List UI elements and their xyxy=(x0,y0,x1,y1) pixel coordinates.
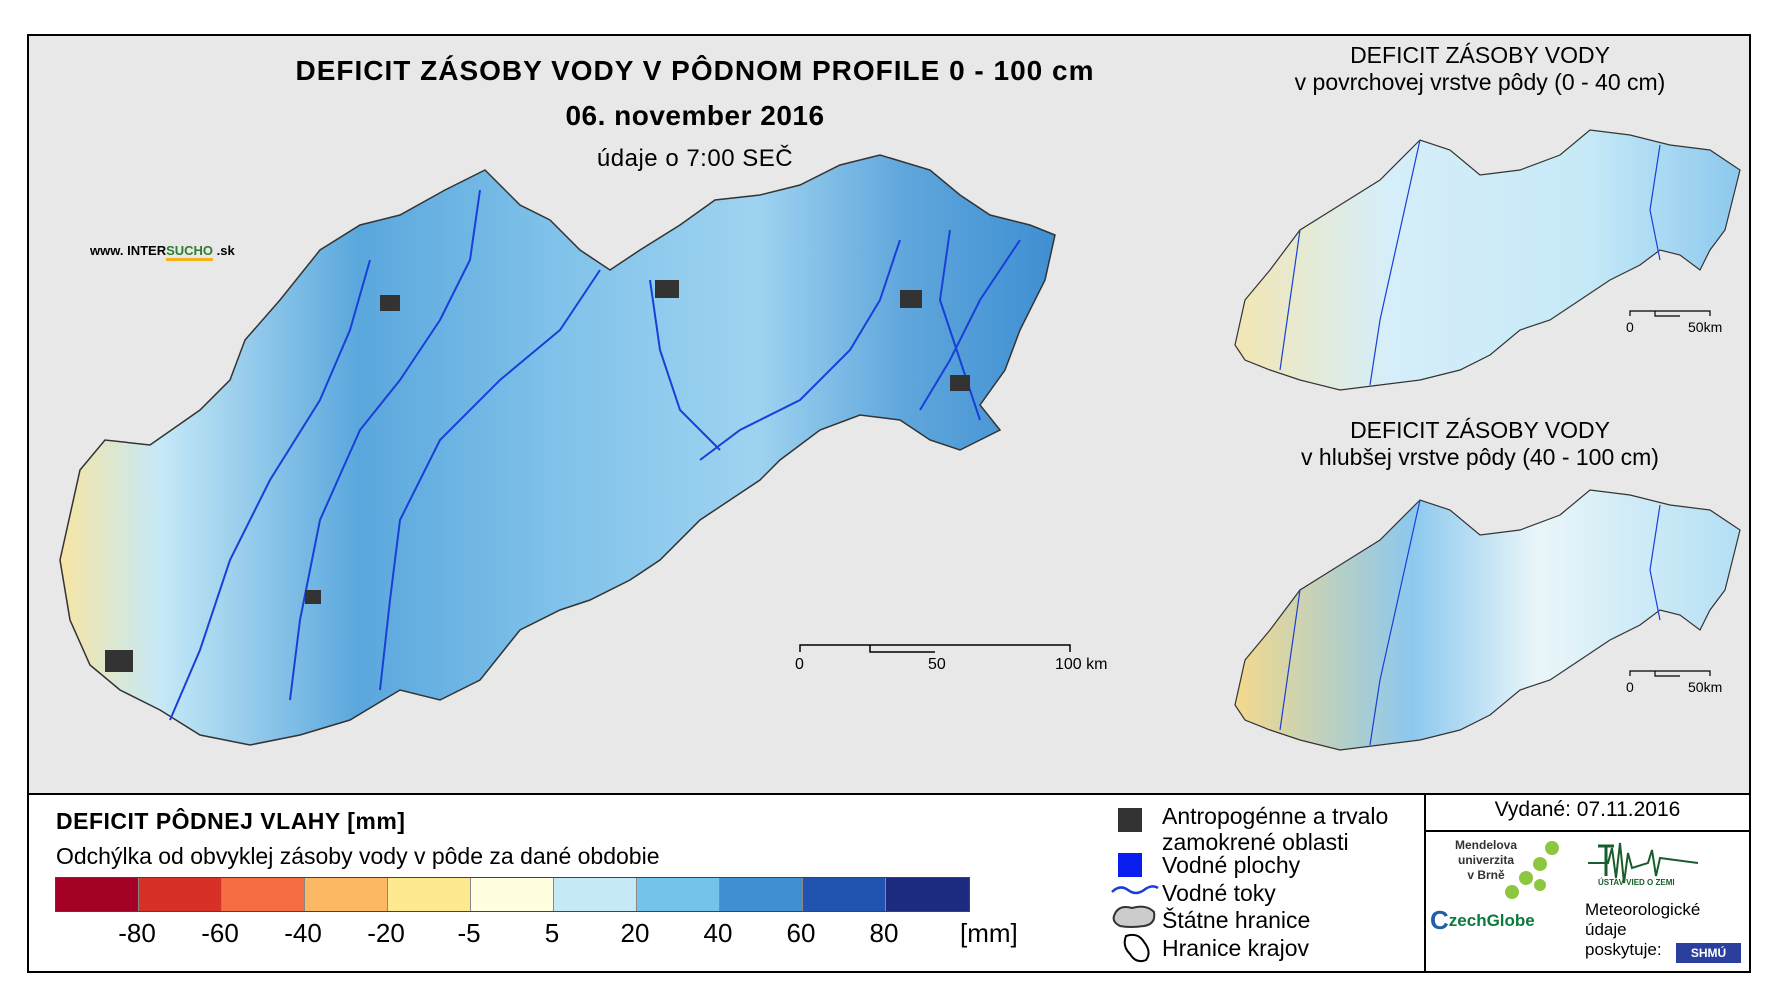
rivers-main xyxy=(169,189,1021,721)
meteo-line1: Meteorologické xyxy=(1585,900,1701,919)
color-swatch xyxy=(56,878,139,911)
color-swatch xyxy=(305,878,388,911)
slovakia-outline-inset-bottom xyxy=(1234,489,1741,751)
legend-divider xyxy=(29,793,1749,795)
inset-top-title-line2: v povrchovej vrstve pôdy (0 - 40 cm) xyxy=(1294,69,1666,95)
anthro-area-symbol xyxy=(1118,808,1142,832)
color-swatch xyxy=(554,878,637,911)
meteo-line3: poskytuje: xyxy=(1585,940,1662,959)
mendel-university-logo: Mendelova univerzita v Brně xyxy=(1455,838,1517,883)
credits-divider xyxy=(1424,795,1426,971)
river-line-icon xyxy=(1111,885,1159,895)
inset-bottom-scale-0: 0 xyxy=(1626,679,1634,695)
time-note: údaje o 7:00 SEČ xyxy=(596,145,794,172)
tick-label: 80 xyxy=(869,918,899,948)
czechglobe-c: C xyxy=(1430,905,1449,935)
legend-subtitle: Odchýlka od obvyklej zásoby vody v pôde … xyxy=(56,843,660,869)
inset-bottom-title: DEFICIT ZÁSOBY VODY v hlubšej vrstve pôd… xyxy=(1210,417,1750,471)
tick-label: -60 xyxy=(201,918,239,948)
tick-label: -80 xyxy=(118,918,156,948)
rivers-inset-top xyxy=(1279,139,1661,386)
main-scale-50: 50 xyxy=(928,656,946,673)
mendel-line2: univerzita xyxy=(1458,853,1515,867)
tick-label: -40 xyxy=(284,918,322,948)
color-swatch xyxy=(803,878,886,911)
inset-top-scale-0: 0 xyxy=(1626,319,1634,335)
scale-bar-inset-top xyxy=(1629,310,1711,317)
uvz-label: ÚSTAV VIED O ZEMI xyxy=(1598,878,1675,887)
mendel-dots-icon xyxy=(1505,841,1559,899)
issued-date: Vydané: 07.11.2016 xyxy=(1494,798,1681,821)
state-border-icon xyxy=(1112,905,1156,928)
key-water-areas: Vodné plochy xyxy=(1162,852,1301,878)
inset-bottom-title-line2: v hlubšej vrstve pôdy (40 - 100 cm) xyxy=(1301,444,1659,470)
inset-top-scale-50: 50km xyxy=(1688,319,1723,335)
main-title: DEFICIT ZÁSOBY VODY V PÔDNOM PROFILE 0 -… xyxy=(295,55,1095,86)
mendel-line3: v Brně xyxy=(1467,868,1505,882)
tick-label: 60 xyxy=(786,918,816,948)
slovakia-outline-inset-top xyxy=(1234,129,1741,391)
color-swatch xyxy=(139,878,222,911)
brand-suffix: .sk xyxy=(213,243,235,258)
outer-frame xyxy=(27,34,1751,973)
shmu-logo: SHMÚ xyxy=(1676,943,1741,963)
key-anthro: Antropogénne a trvalo zamokrené oblasti xyxy=(1162,803,1388,855)
region-border-icon xyxy=(1123,933,1150,963)
czechglobe-logo: CzechGlobe xyxy=(1430,905,1535,936)
tick-label: -5 xyxy=(457,918,481,948)
inset-bottom-title-line1: DEFICIT ZÁSOBY VODY xyxy=(1350,417,1610,443)
issued-divider xyxy=(1426,830,1749,832)
meteo-credit: Meteorologické údaje poskytuje: xyxy=(1585,900,1700,960)
key-region-border: Hranice krajov xyxy=(1162,935,1309,961)
scale-bar-inset-bottom xyxy=(1629,670,1711,677)
czechglobe-text: zechGlobe xyxy=(1448,911,1535,930)
brand-accent: SUCHO xyxy=(166,243,214,261)
inset-top-title-line1: DEFICIT ZÁSOBY VODY xyxy=(1350,42,1610,68)
water-area-symbol xyxy=(1118,853,1142,877)
color-swatch xyxy=(886,878,969,911)
inset-bottom-scale-50: 50km xyxy=(1688,679,1723,695)
tick-label: 40 xyxy=(703,918,733,948)
legend-title: DEFICIT PÔDNEJ VLAHY [mm] xyxy=(56,808,406,834)
main-scale-100: 100 km xyxy=(1055,656,1108,673)
intersucho-brand: www. INTERSUCHO .sk xyxy=(90,243,235,261)
key-anthro-line2: zamokrené oblasti xyxy=(1162,829,1349,855)
tick-label: 20 xyxy=(620,918,650,948)
key-rivers: Vodné toky xyxy=(1162,880,1276,906)
color-swatch xyxy=(637,878,720,911)
key-state-border: Štátne hranice xyxy=(1162,907,1311,933)
main-scale-0: 0 xyxy=(795,656,804,673)
key-anthro-line1: Antropogénne a trvalo xyxy=(1162,803,1389,829)
color-swatch xyxy=(388,878,471,911)
tick-label: 5 xyxy=(544,918,560,948)
color-scale xyxy=(55,877,970,912)
mendel-line1: Mendelova xyxy=(1455,838,1518,852)
rivers-inset-bottom xyxy=(1279,499,1661,746)
legend-unit: [mm] xyxy=(960,918,1018,948)
cities-main xyxy=(105,280,970,672)
meteo-line2: údaje xyxy=(1585,920,1627,939)
uvz-seismograph-icon xyxy=(1588,842,1698,884)
color-swatch xyxy=(720,878,803,911)
scale-bar-main xyxy=(799,644,1071,653)
color-swatch xyxy=(222,878,305,911)
inset-top-title: DEFICIT ZÁSOBY VODY v povrchovej vrstve … xyxy=(1210,42,1750,96)
map-date: 06. november 2016 xyxy=(565,100,825,131)
color-swatch xyxy=(471,878,554,911)
brand-prefix: www. INTER xyxy=(90,243,167,258)
tick-label: -20 xyxy=(367,918,405,948)
